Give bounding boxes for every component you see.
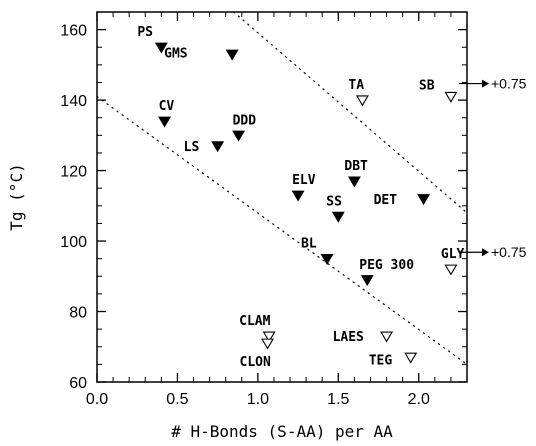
x-tick-label: 2.0 [408,391,430,408]
point-marker-ss [331,211,345,223]
reference-line-1 [96,95,468,365]
annotation-arrowhead-1 [482,79,489,88]
y-axis-label: Tg (°C) [7,163,26,230]
point-label-gly: GLY [441,247,465,262]
point-label-ls: LS [184,140,200,155]
point-label-cv: CV [159,99,175,114]
point-label-clon: CLON [240,355,271,370]
point-label-gms: GMS [164,46,188,61]
x-tick-label: 0.5 [166,391,188,408]
point-marker-elv [291,190,305,202]
y-tick-label: 160 [60,23,87,40]
axis-ticks: 0.0 0.5 1.0 1.5 2.0 60 80 100 120 140 160 [60,12,467,408]
y-tick-label: 60 [69,375,87,392]
annotation-label-1: +0.75 [491,76,527,92]
x-tick-label: 0.0 [86,391,108,408]
point-marker-ps [154,42,168,54]
y-tick-label: 100 [60,234,87,251]
point-marker-ta [355,95,369,107]
x-tick-label: 1.5 [327,391,349,408]
point-marker-clon [261,338,274,350]
point-label-elv: ELV [292,173,316,188]
annotation-arrowhead-2 [482,248,489,257]
plot-frame [96,11,468,383]
point-label-laes: LAES [333,330,364,345]
point-marker-dbt [347,176,361,188]
point-label-teg: TEG [369,353,393,368]
reference-line-2 [233,11,468,214]
annotations: +0.75 +0.75 [458,76,527,260]
point-label-bl: BL [301,237,317,252]
data-points: PS GMS CV DDD LS TA SB ELV DBT SS DET BL PEG 300 GLY C… [137,25,464,370]
point-label-ss: SS [326,194,342,209]
point-label-sb: SB [419,79,435,94]
point-marker-sb [444,91,458,103]
point-marker-bl [320,253,334,265]
point-marker-gly [444,264,458,276]
point-marker-gms [225,49,239,61]
point-marker-cv [158,116,172,128]
reference-lines [96,11,468,365]
point-marker-ddd [232,130,246,142]
point-marker-teg [404,352,418,364]
point-marker-peg-300 [360,275,374,287]
annotation-label-2: +0.75 [491,244,527,260]
point-marker-laes [380,331,394,343]
point-label-det: DET [374,193,398,208]
x-axis-label: # H-Bonds (S-AA) per AA [171,422,393,441]
point-label-peg-300: PEG 300 [359,258,414,273]
point-label-clam: CLAM [239,314,270,329]
point-label-ddd: DDD [233,113,257,128]
point-marker-ls [211,141,225,153]
point-marker-det [417,194,431,206]
y-tick-label: 80 [69,305,87,322]
point-label-ps: PS [137,25,153,40]
point-label-ta: TA [348,78,364,93]
point-label-dbt: DBT [344,159,368,174]
y-tick-label: 120 [60,164,87,181]
y-tick-label: 140 [60,93,87,110]
x-tick-label: 1.0 [247,391,269,408]
point-marker-clam [262,331,276,343]
